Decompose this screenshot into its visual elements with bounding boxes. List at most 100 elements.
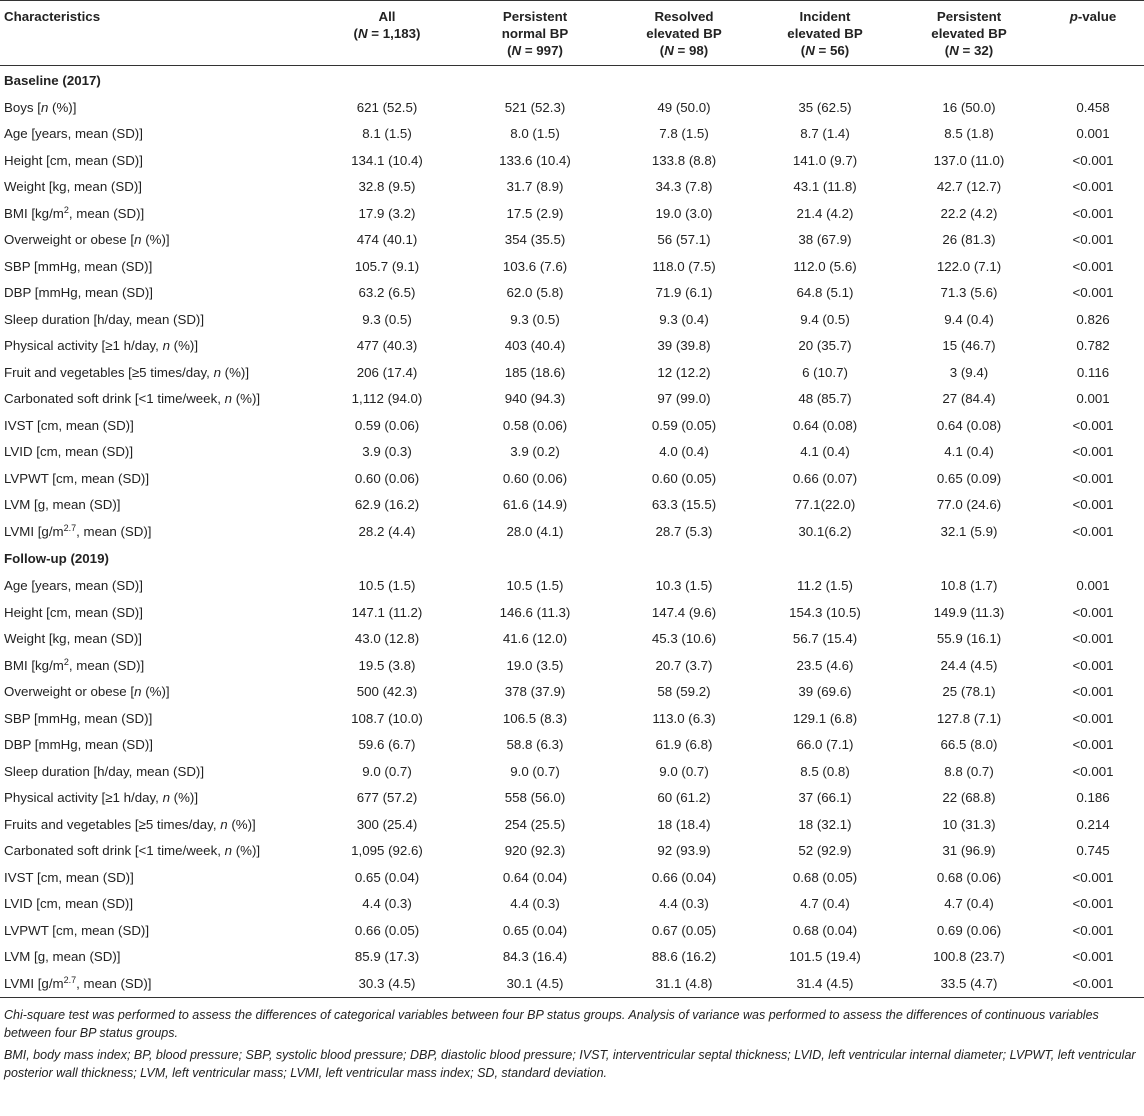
cell: 0.59 (0.05): [614, 412, 754, 439]
row-label: Carbonated soft drink [<1 time/week, n (…: [0, 838, 318, 865]
row-label: Height [cm, mean (SD)]: [0, 147, 318, 174]
text: 9.4 (0.4): [944, 311, 994, 327]
italic-text: n: [224, 843, 233, 859]
cell: 0.67 (0.05): [614, 917, 754, 944]
text: 31.7 (8.9): [506, 179, 564, 195]
text: Overweight or obese [: [4, 684, 135, 700]
text: 118.0 (7.5): [652, 258, 716, 274]
header-line: (N = 1,183): [322, 25, 452, 42]
text: 19.5 (3.8): [358, 657, 416, 673]
row-label: Age [years, mean (SD)]: [0, 121, 318, 148]
italic-text: N: [805, 43, 815, 58]
text: Boys [: [4, 99, 41, 115]
text: 84.3 (16.4): [502, 949, 568, 965]
cell: 0.65 (0.04): [456, 917, 614, 944]
cell: 71.9 (6.1): [614, 280, 754, 307]
cell: <0.001: [1042, 492, 1144, 519]
text: <0.001: [1072, 232, 1114, 248]
header-line: (N = 32): [900, 42, 1038, 59]
text: (%)]: [141, 684, 170, 700]
text: 18 (32.1): [798, 816, 852, 832]
text: Height [cm, mean (SD)]: [4, 604, 143, 620]
cell: 8.1 (1.5): [318, 121, 456, 148]
text: 9.3 (0.4): [659, 311, 709, 327]
text: 0.67 (0.05): [651, 922, 717, 938]
cell: 4.4 (0.3): [456, 891, 614, 918]
cell: 30.3 (4.5): [318, 970, 456, 997]
row-label: LVID [cm, mean (SD)]: [0, 439, 318, 466]
text: 133.6 (10.4): [499, 152, 571, 168]
row-label: BMI [kg/m2, mean (SD)]: [0, 652, 318, 679]
header-line: Incident: [758, 8, 892, 25]
cell: 17.9 (3.2): [318, 200, 456, 227]
cell: 677 (57.2): [318, 785, 456, 812]
text: <0.001: [1072, 470, 1114, 486]
cell: 0.745: [1042, 838, 1144, 865]
data-row: LVMI [g/m2.7, mean (SD)] 28.2 (4.4) 28.0 (…: [0, 518, 1144, 545]
text: (%)]: [169, 338, 199, 354]
text: 300 (25.4): [356, 816, 418, 832]
text: -value: [1077, 9, 1117, 24]
cell: 146.6 (11.3): [456, 599, 614, 626]
text: 77.0 (24.6): [936, 497, 1002, 513]
text: 62.0 (5.8): [506, 285, 564, 301]
text: 37 (66.1): [798, 790, 852, 806]
cell: 77.1(22.0): [754, 492, 896, 519]
text: 4.4 (0.3): [510, 896, 560, 912]
text: Sleep duration [h/day, mean (SD)]: [4, 763, 205, 779]
data-row: Fruit and vegetables [≥5 times/day, n (%…: [0, 359, 1144, 386]
text: 58.8 (6.3): [506, 737, 564, 753]
cell: 49 (50.0): [614, 94, 754, 121]
cell: 3 (9.4): [896, 359, 1042, 386]
text: 22 (68.8): [942, 790, 996, 806]
cell: <0.001: [1042, 147, 1144, 174]
cell: 66.0 (7.1): [754, 732, 896, 759]
row-label: IVST [cm, mean (SD)]: [0, 412, 318, 439]
cell: 101.5 (19.4): [754, 944, 896, 971]
cell: 9.4 (0.4): [896, 306, 1042, 333]
superscript: 2: [63, 656, 69, 667]
text: 521 (52.3): [504, 99, 566, 115]
text: 4.0 (0.4): [659, 444, 709, 460]
data-row: DBP [mmHg, mean (SD)] 59.6 (6.7) 58.8 (6.3…: [0, 732, 1144, 759]
cell: <0.001: [1042, 917, 1144, 944]
cell: 39 (39.8): [614, 333, 754, 360]
text: 0.60 (0.05): [651, 470, 717, 486]
cell: 0.116: [1042, 359, 1144, 386]
text: 0.64 (0.04): [502, 869, 568, 885]
text: 97 (99.0): [657, 391, 711, 407]
cell: 474 (40.1): [318, 227, 456, 254]
text: 11.2 (1.5): [797, 578, 853, 594]
cell: 106.5 (8.3): [456, 705, 614, 732]
cell: 8.8 (0.7): [896, 758, 1042, 785]
cell: 920 (92.3): [456, 838, 614, 865]
text: Follow-up (2019): [4, 551, 109, 566]
text: 0.65 (0.04): [502, 922, 568, 938]
italic-text: n: [213, 364, 221, 380]
text: 4.1 (0.4): [800, 444, 850, 460]
text: BMI [kg/m: [4, 657, 64, 673]
section-title: Follow-up (2019): [0, 545, 1144, 573]
cell: 62.9 (16.2): [318, 492, 456, 519]
header-line: elevated BP: [758, 25, 892, 42]
section-row: Baseline (2017): [0, 66, 1144, 95]
text: = 98): [673, 43, 709, 58]
text: Baseline (2017): [4, 72, 101, 88]
text: 32.1 (5.9): [940, 523, 998, 539]
cell: 122.0 (7.1): [896, 253, 1042, 280]
text: LVM [g, mean (SD)]: [4, 949, 121, 965]
header-line: Persistent: [460, 8, 610, 25]
text: 56.7 (15.4): [792, 631, 858, 647]
italic-text: n: [162, 790, 170, 806]
cell: 3.9 (0.2): [456, 439, 614, 466]
text: 8.5 (1.8): [944, 126, 994, 142]
text: 17.5 (2.9): [506, 205, 564, 221]
text: 71.3 (5.6): [940, 285, 998, 301]
cell: 43.0 (12.8): [318, 626, 456, 653]
data-row: Weight [kg, mean (SD)] 32.8 (9.5) 31.7 (8.…: [0, 174, 1144, 201]
text: <0.001: [1072, 417, 1114, 433]
row-label: Overweight or obese [n (%)]: [0, 679, 318, 706]
text: 9.0 (0.7): [510, 763, 560, 779]
data-row: Carbonated soft drink [<1 time/week, n (…: [0, 386, 1144, 413]
